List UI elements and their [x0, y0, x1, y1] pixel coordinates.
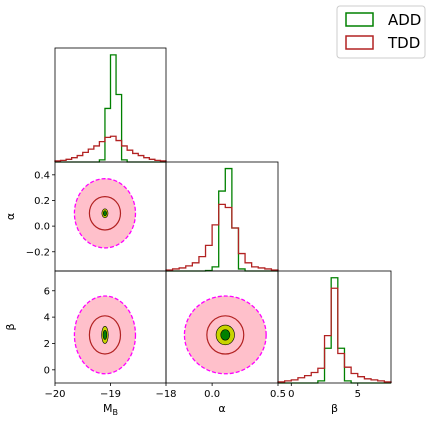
x-tick-label-beta-0: 0: [288, 389, 294, 400]
hist-add-alpha: [166, 167, 278, 272]
y-tick-label-beta-1: 2: [44, 339, 50, 350]
hist-tdd-MB: [54, 135, 167, 162]
y-tick-label-alpha-2: 0.2: [34, 196, 50, 207]
legend-swatch-tdd: [345, 35, 374, 50]
contour-add-inner-MB-alpha: [102, 210, 107, 217]
contour-tdd-inner-MB-alpha: [88, 196, 122, 231]
fills-layer: [73, 178, 267, 375]
panel-frame-beta-beta: [277, 270, 392, 384]
legend-label-tdd: TDD: [387, 34, 420, 52]
x-axis-label-beta: β: [331, 402, 338, 415]
x-tick-label-MB-1: −19: [100, 389, 121, 400]
hist-tdd-alpha: [165, 203, 279, 271]
hist-add-MB: [55, 54, 166, 163]
x-tick-label-beta-1: 5: [355, 389, 361, 400]
y-axis-label-alpha: α: [4, 213, 17, 220]
contour-add-inner-alpha-beta: [220, 329, 231, 341]
y-tick-label-beta-3: 6: [44, 286, 50, 297]
y-tick-label-alpha-0: −0.2: [26, 247, 50, 258]
y-tick-label-alpha-3: 0.4: [34, 170, 50, 181]
legend-swatch-add: [345, 12, 374, 27]
panel-frame-alpha-alpha: [165, 161, 279, 272]
contour-tdd-inner-MB-beta: [88, 315, 122, 355]
frames-layer: [52, 47, 392, 386]
x-tick-label-alpha-0: 0.0: [204, 389, 220, 400]
y-axis-label-beta: β: [4, 323, 17, 330]
legend: ADD TDD: [336, 5, 426, 59]
text-layer: −0.2 0.0 0.2 0.4 α 0 2 4 6 β −20 −19 −18 MB 0.0 0.5 α 0 5 β: [4, 170, 361, 417]
legend-label-add: ADD: [388, 11, 421, 29]
x-tick-label-MB-0: −20: [44, 389, 65, 400]
x-axis-label-MB: MB: [103, 402, 118, 417]
y-tick-label-alpha-1: 0.0: [34, 222, 50, 233]
hist-add-beta: [278, 277, 391, 384]
y-tick-label-beta-2: 4: [44, 313, 50, 324]
x-axis-label-subscript-MB: B: [113, 408, 119, 417]
x-axis-label-alpha: α: [218, 402, 225, 415]
contour-tdd-inner-alpha-beta: [206, 315, 245, 355]
legend-box: [336, 5, 426, 59]
x-tick-label-MB-2: −18: [155, 389, 176, 400]
x-tick-label-alpha-1: 0.5: [270, 389, 286, 400]
contour-add-inner-MB-beta: [102, 329, 108, 340]
hist-tdd-beta: [277, 287, 392, 383]
y-tick-label-beta-0: 0: [44, 365, 50, 376]
